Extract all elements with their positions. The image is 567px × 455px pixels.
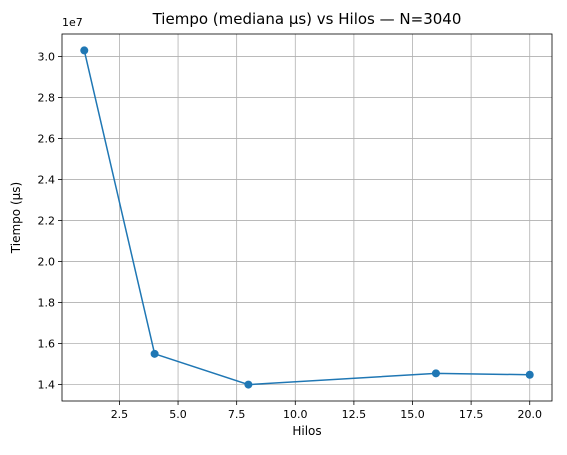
x-tick-label: 2.5 [111,408,129,421]
y-tick-label: 2.2 [38,215,56,228]
x-tick-label: 17.5 [459,408,484,421]
x-tick-label: 5.0 [169,408,187,421]
y-tick-label: 2.8 [38,92,56,105]
x-tick-label: 20.0 [517,408,542,421]
y-tick-label: 2.6 [38,133,56,146]
y-tick-label: 1.6 [38,338,56,351]
y-tick-label: 2.0 [38,256,56,269]
y-axis-label: Tiempo (µs) [9,182,23,254]
plot-frame [61,33,553,402]
series-layer [80,46,534,389]
x-tick-label: 12.5 [342,408,367,421]
y-tick-label: 1.8 [38,297,56,310]
data-point [80,46,89,55]
data-point [244,380,253,389]
y-tick-label: 1.4 [38,379,56,392]
y-axis-offset-label: 1e7 [62,16,83,29]
data-point [431,369,440,378]
data-point [525,370,534,379]
grid-lines [62,34,552,401]
x-tick-label: 15.0 [400,408,425,421]
x-tick-label: 10.0 [283,408,308,421]
y-tick-label: 3.0 [38,51,56,64]
x-tick-label: 7.5 [228,408,246,421]
chart-title: Tiempo (mediana µs) vs Hilos — N=3040 [152,10,462,28]
data-point [150,349,159,358]
axis-ticks: 2.5 5.0 7.5 10.0 12.5 15.0 17.5 20.0 1.4 1.6 1.8 2.… [38,51,542,421]
x-axis-label: Hilos [292,424,321,438]
y-tick-label: 2.4 [38,174,56,187]
